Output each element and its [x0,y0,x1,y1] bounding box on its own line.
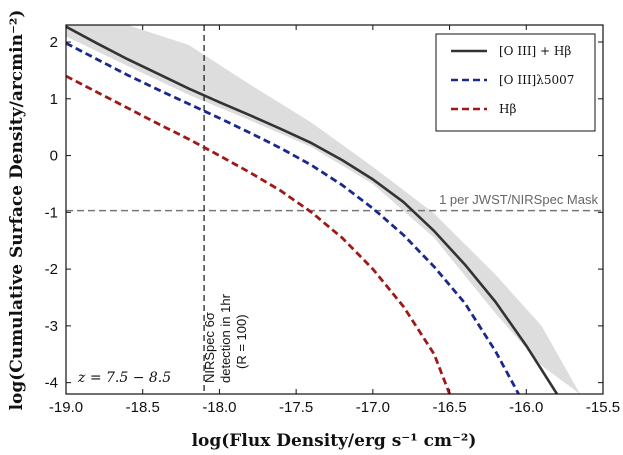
x-tick-label: -18.0 [202,399,236,416]
y-tick-label: -1 [45,204,58,221]
x-tick-label: -18.5 [126,399,160,416]
legend: [O III] + Hβ [O III]λ5007 Hβ [435,33,596,132]
x-tick-label: -19.0 [49,399,83,416]
y-tick-label: 2 [50,34,58,51]
x-tick-label: -17.0 [356,399,390,416]
nirspec-annotation-line1: NIRSpec 6σ [202,312,217,383]
y-axis-label: log(Cumulative Surface Density/arcmin⁻²) [7,10,27,411]
redshift-label: z = 7.5 − 8.5 [77,370,171,386]
x-axis-label: log(Flux Density/erg s⁻¹ cm⁻²) [192,431,477,451]
series-layer [66,25,559,394]
x-tick-label: -17.5 [279,399,313,416]
legend-label: [O III]λ5007 [499,73,574,87]
y-tick-label: 0 [50,148,58,165]
nirspec-annotation: NIRSpec 6σ detection in 1hr (R = 100) [202,293,249,383]
legend-label: [O III] + Hβ [499,44,571,58]
legend-label: Hβ [499,102,516,116]
x-tick-label: -15.5 [586,399,620,416]
x-tick-label: -16.5 [432,399,466,416]
nirspec-annotation-line2: detection in 1hr [218,293,233,383]
series-line-3 [66,74,451,394]
nirspec-annotation-line3: (R = 100) [234,314,249,369]
x-axis-ticks: -19.0 -18.5 -18.0 -17.5 -17.0 -16.5 -16.0 -15.5 [49,25,620,416]
y-tick-label: -3 [45,318,58,335]
x-tick-label: -16.0 [509,399,543,416]
y-tick-label: -4 [45,375,58,392]
plot-frame [65,24,604,395]
y-tick-label: 1 [50,91,58,108]
series-line-2 [66,41,520,394]
y-tick-label: -2 [45,261,58,278]
y-axis-ticks: 2 1 0 -1 -2 -3 -4 [45,34,603,392]
series-line-1 [66,25,559,394]
plot-area [66,25,603,394]
mask-annotation: 1 per JWST/NIRSpec Mask [439,192,598,207]
